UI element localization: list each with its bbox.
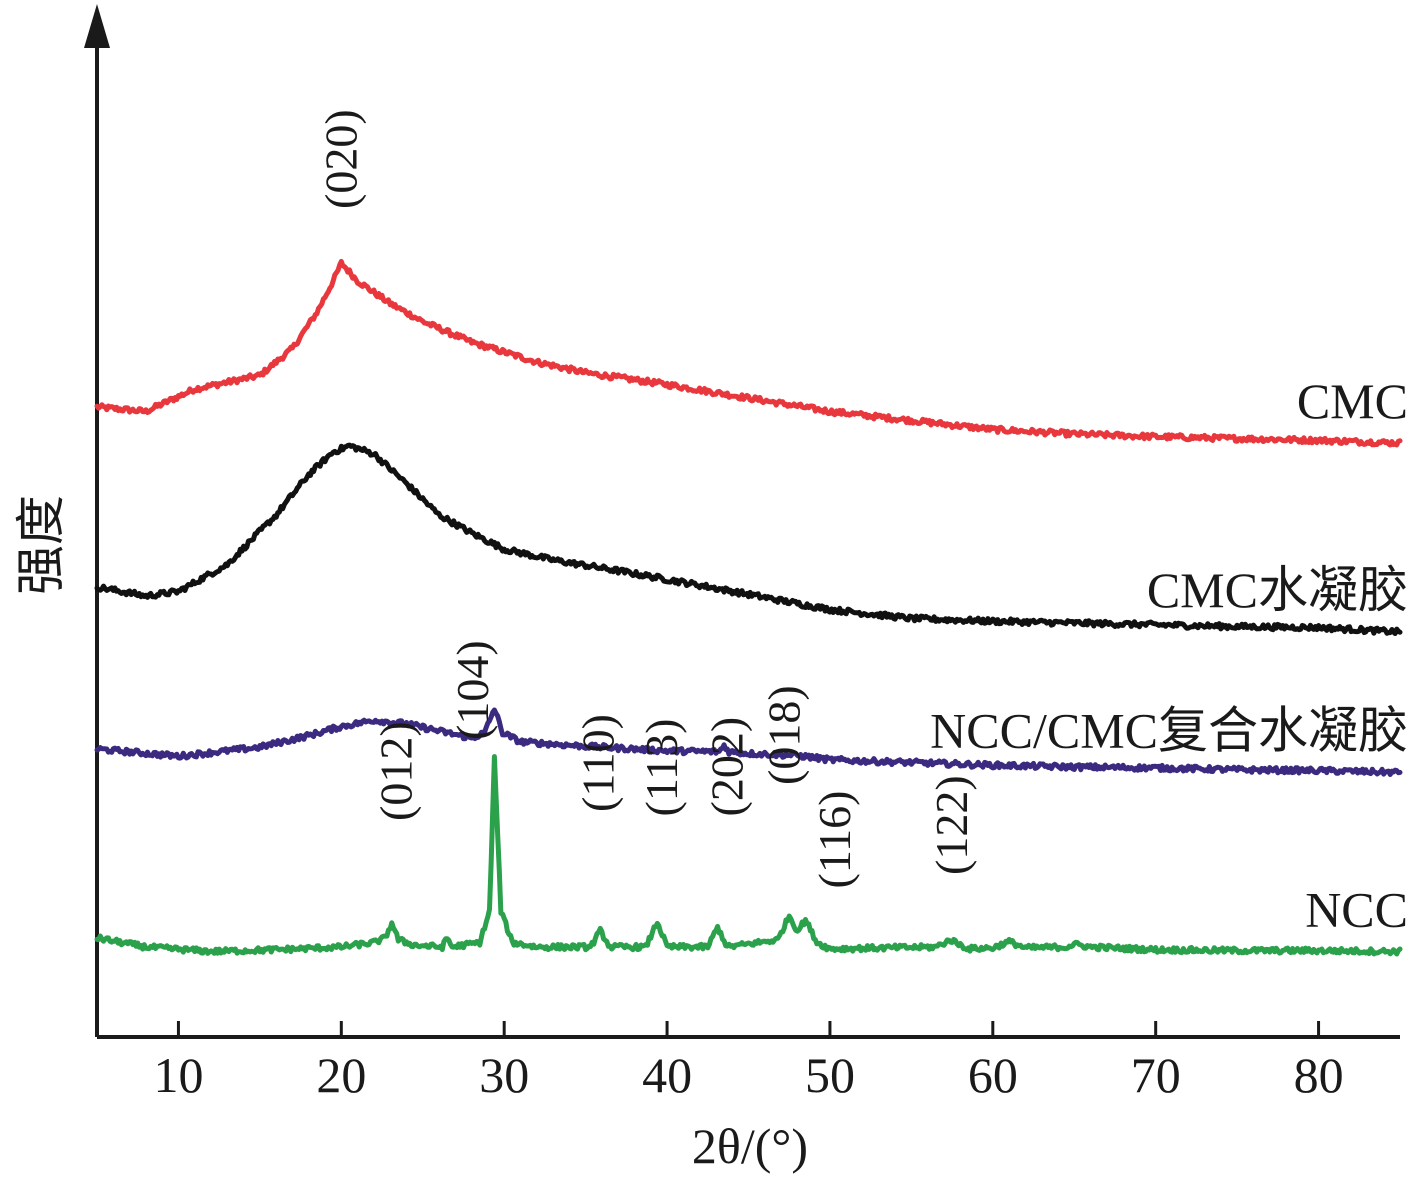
xrd-chart: 10 20 30 40 50 60 70 80 CMC CMC水凝胶 NCC/CMC复合水凝胶 NC… bbox=[0, 0, 1417, 1181]
axes bbox=[84, 4, 1400, 1037]
y-axis-arrowhead bbox=[84, 4, 110, 48]
x-tick-label: 80 bbox=[1294, 1047, 1344, 1103]
peak-label-5: (202) bbox=[701, 717, 752, 817]
series-label-0: CMC bbox=[1297, 373, 1408, 429]
x-tick-label: 60 bbox=[968, 1047, 1018, 1103]
peak-label-2: (104) bbox=[447, 640, 498, 740]
series-labels: CMC CMC水凝胶 NCC/CMC复合水凝胶 NCC bbox=[930, 373, 1408, 938]
x-tick-label: 50 bbox=[805, 1047, 855, 1103]
x-tick-label: 20 bbox=[316, 1047, 366, 1103]
peak-label-1: (012) bbox=[371, 721, 422, 821]
x-tick-label: 40 bbox=[642, 1047, 692, 1103]
peak-label-0: (020) bbox=[315, 109, 366, 209]
series-label-3: NCC bbox=[1305, 882, 1408, 938]
peak-labels: (020) (012) (104) (110) (113) (202) (018)(116)… bbox=[315, 109, 977, 888]
peak-label-4: (113) bbox=[636, 719, 687, 817]
series-line-0 bbox=[97, 261, 1400, 445]
peak-label-6: (018) bbox=[758, 685, 809, 785]
peak-label-7: (116) bbox=[809, 791, 860, 889]
series-label-2: NCC/CMC复合水凝胶 bbox=[930, 702, 1408, 758]
x-tick-label: 10 bbox=[153, 1047, 203, 1103]
peak-label-3: (110) bbox=[573, 714, 624, 812]
x-axis-label: 2θ/(°) bbox=[692, 1118, 808, 1174]
x-tick-label: 70 bbox=[1131, 1047, 1181, 1103]
x-tick-label: 30 bbox=[479, 1047, 529, 1103]
series-label-1: CMC水凝胶 bbox=[1147, 562, 1408, 618]
peak-label-8: (122) bbox=[926, 775, 977, 875]
y-axis-label: 强度 bbox=[13, 495, 69, 595]
x-ticks: 10 20 30 40 50 60 70 80 bbox=[153, 1021, 1343, 1103]
